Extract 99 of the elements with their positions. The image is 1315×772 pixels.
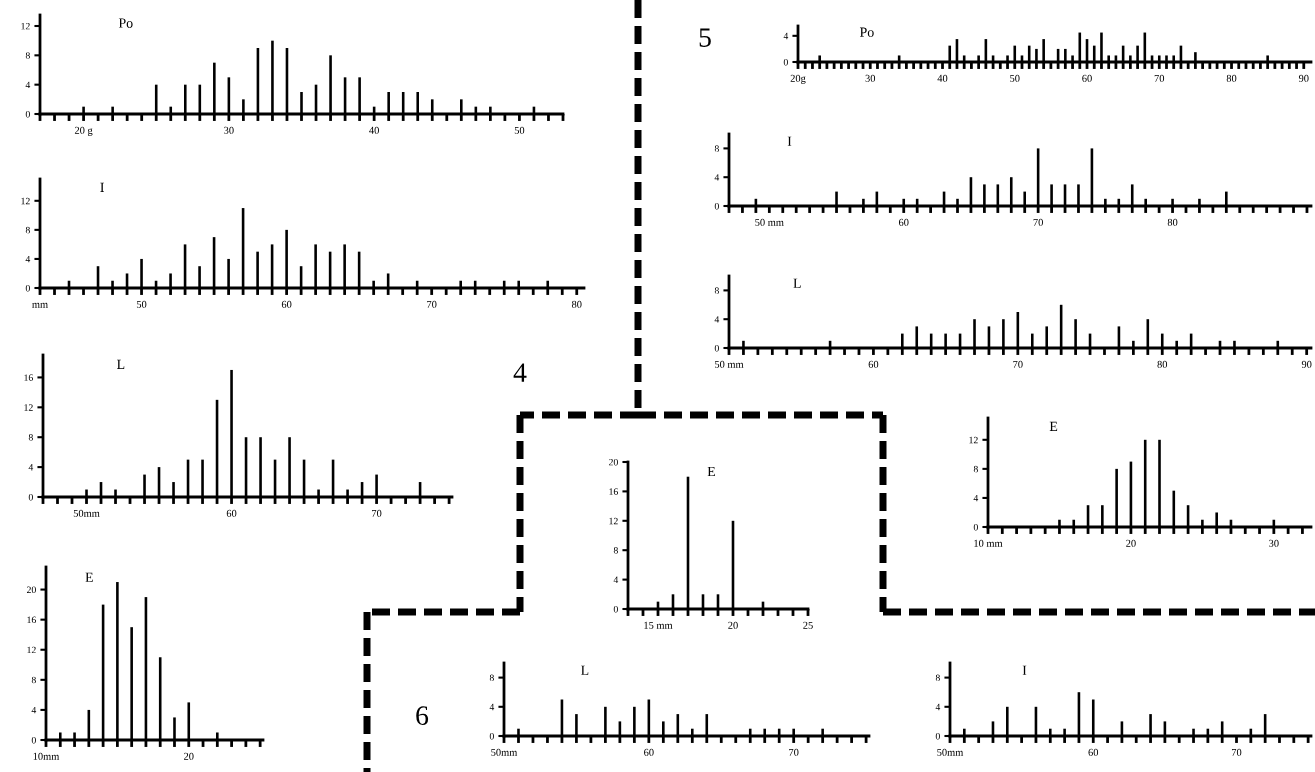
y-tick-label: 0 [25, 110, 30, 118]
x-tick-label: 80 [1226, 74, 1237, 82]
y-tick-label: 8 [714, 145, 719, 152]
text: 6 [416, 706, 429, 725]
y-tick-label: 12 [27, 646, 36, 654]
y-tick-label: 4 [25, 255, 31, 263]
x-tick-label: 20 [728, 621, 738, 629]
x-tick-label: 90 [1298, 74, 1309, 82]
y-tick-label: 8 [25, 52, 30, 59]
chart-title: E [85, 572, 93, 582]
x-tick-label: 50 [514, 126, 525, 134]
chart-title: Po [118, 18, 133, 28]
y-tick-label: 4 [25, 81, 31, 89]
y-tick-label: 8 [714, 287, 719, 294]
x-tick-label: 40 [369, 126, 379, 134]
x-tick-label: 50 mm [755, 218, 784, 226]
x-tick-label: 50 mm [714, 360, 744, 368]
y-tick-label: 0 [783, 58, 788, 66]
y-tick-label: 0 [973, 523, 978, 531]
text: 5 [699, 28, 711, 47]
chart-title: E [707, 466, 715, 477]
y-tick-label: 0 [25, 284, 30, 292]
x-tick-label: 60 [281, 300, 292, 308]
x-tick-label: 60 [644, 748, 654, 756]
y-tick-label: 0 [31, 736, 36, 744]
x-tick-label: 30 [1269, 539, 1279, 547]
y-tick-label: 4 [714, 316, 720, 323]
y-tick-label: 4 [714, 174, 720, 181]
x-tick-label: 10 mm [974, 539, 1003, 547]
x-tick-label: 70 [427, 300, 437, 308]
x-tick-label: 80 [571, 300, 582, 308]
x-tick-label: 60 [898, 218, 909, 226]
x-tick-label: 15 mm [644, 621, 673, 629]
x-tick-label: 30 [865, 74, 876, 82]
x-tick-label: 90 [1301, 360, 1312, 368]
y-tick-label: 16 [27, 616, 36, 624]
x-tick-label: 60 [226, 509, 237, 517]
chart-title: Po [859, 27, 874, 37]
y-tick-label: 8 [973, 465, 978, 473]
y-tick-label: 20 [608, 458, 618, 466]
y-tick-label: 4 [935, 703, 941, 711]
y-tick-label: 8 [25, 226, 30, 234]
chart-title: L [117, 359, 125, 369]
x-tick-label: 20g [790, 74, 806, 84]
x-tick-label: 60 [868, 360, 879, 368]
y-tick-label: 12 [21, 197, 30, 205]
x-tick-label: 20 [1126, 539, 1136, 547]
x-tick-label: 40 [937, 74, 948, 82]
x-tick-label: 20 [184, 752, 194, 760]
x-tick-label: 50mm [491, 748, 518, 756]
y-tick-label: 8 [613, 547, 618, 554]
y-tick-label: 0 [935, 732, 940, 740]
y-tick-label: 16 [24, 374, 33, 381]
chart-title: L [793, 278, 801, 288]
x-tick-label: 70 [789, 748, 799, 756]
y-tick-label: 16 [609, 488, 618, 495]
x-tick-label: 25 [803, 621, 813, 629]
y-tick-label: 20 [26, 586, 36, 594]
y-tick-label: 0 [489, 732, 494, 740]
x-tick-label: 70 [1231, 748, 1242, 756]
y-tick-label: 4 [613, 576, 619, 583]
x-tick-label: 50 [1010, 74, 1020, 82]
chart-title: I [1022, 665, 1027, 675]
chart-title: E [1049, 421, 1058, 431]
y-tick-label: 0 [714, 344, 719, 352]
y-tick-label: 12 [24, 404, 33, 411]
x-tick-label: 70 [1033, 218, 1043, 226]
x-tick-label: 10mm [33, 752, 60, 760]
y-tick-label: 4 [973, 494, 979, 502]
x-tick-label: 60 [1082, 74, 1092, 82]
x-tick-label: mm [32, 302, 48, 308]
y-tick-label: 0 [613, 605, 618, 613]
y-tick-label: 4 [489, 703, 495, 711]
chart-title: L [581, 665, 589, 675]
y-tick-label: 8 [28, 434, 33, 441]
x-tick-label: 70 [1013, 360, 1023, 368]
x-tick-label: 20 g [74, 126, 93, 136]
y-tick-label: 8 [31, 676, 36, 684]
y-tick-label: 12 [609, 517, 618, 525]
y-tick-label: 4 [31, 706, 37, 714]
x-tick-label: 70 [372, 509, 382, 517]
chart-title: I [787, 136, 792, 146]
y-tick-label: 4 [28, 464, 34, 471]
x-tick-label: 50mm [73, 509, 100, 517]
x-tick-label: 60 [1088, 748, 1099, 756]
chart-title: I [100, 182, 104, 192]
x-tick-label: 30 [224, 126, 234, 134]
y-tick-label: 8 [489, 674, 494, 682]
y-tick-label: 12 [21, 22, 30, 30]
text: 4 [513, 363, 527, 382]
x-tick-label: 50 [136, 300, 147, 308]
x-tick-label: 70 [1154, 74, 1165, 82]
x-tick-label: 80 [1157, 360, 1168, 368]
y-tick-label: 8 [935, 674, 940, 682]
y-tick-label: 0 [28, 493, 33, 501]
y-tick-label: 0 [714, 202, 719, 210]
x-tick-label: 80 [1167, 218, 1178, 226]
x-tick-label: 50mm [937, 748, 964, 756]
y-tick-label: 12 [969, 436, 978, 444]
